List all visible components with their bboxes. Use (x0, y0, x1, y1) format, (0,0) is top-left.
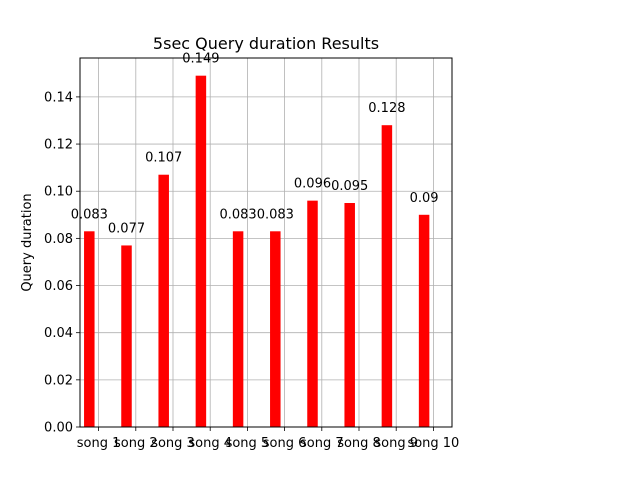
bar-value-label: 0.107 (145, 151, 182, 166)
y-tick-label: 0.02 (44, 373, 73, 388)
x-tick-label: song 2 (114, 436, 158, 451)
bar (121, 245, 132, 427)
x-tick-label: song 7 (300, 436, 344, 451)
x-tick-label: song 6 (263, 436, 307, 451)
bar (344, 203, 355, 427)
y-axis: 0.00 0.02 0.04 0.06 0.08 0.10 0.12 0.14 (44, 90, 80, 436)
y-tick-label: 0.08 (44, 232, 73, 247)
bar-value-label: 0.096 (294, 177, 331, 192)
bar-value-label: 0.083 (257, 207, 294, 222)
bar (84, 231, 95, 427)
y-tick-label: 0.12 (44, 138, 73, 153)
y-tick-label: 0.06 (44, 279, 73, 294)
bar-value-label: 0.083 (71, 207, 108, 222)
bar-value-label: 0.095 (331, 179, 368, 194)
x-tick-label: song 1 (77, 436, 121, 451)
y-tick-label: 0.10 (44, 185, 73, 200)
bar-value-label: 0.077 (108, 221, 145, 236)
bar (418, 214, 430, 427)
y-tick-label: 0.00 (44, 421, 73, 436)
grid-layer (80, 58, 452, 428)
bars-layer (84, 75, 430, 427)
bar (195, 75, 207, 427)
bar (158, 174, 169, 427)
y-tick-label: 0.04 (44, 326, 73, 341)
bar-value-label: 0.083 (219, 207, 256, 222)
x-tick-label: song 8 (337, 436, 381, 451)
bar (307, 200, 318, 427)
bar-value-label: 0.128 (368, 101, 405, 116)
x-tick-label: song 3 (151, 436, 195, 451)
bar (381, 125, 393, 427)
bar-value-label: 0.149 (182, 52, 219, 67)
bar (232, 231, 244, 427)
bar-value-label: 0.09 (410, 191, 439, 206)
x-tick-label: song 5 (226, 436, 270, 451)
y-axis-label: Query duration (20, 193, 35, 291)
y-tick-label: 0.14 (44, 90, 73, 105)
x-tick-label: song 9 (374, 436, 418, 451)
plot-frame (79, 57, 453, 428)
x-tick-label: song 10 (407, 436, 459, 451)
x-tick-label: song 4 (188, 436, 232, 451)
chart-title: 5sec Query duration Results (153, 34, 379, 53)
bar (270, 231, 281, 427)
